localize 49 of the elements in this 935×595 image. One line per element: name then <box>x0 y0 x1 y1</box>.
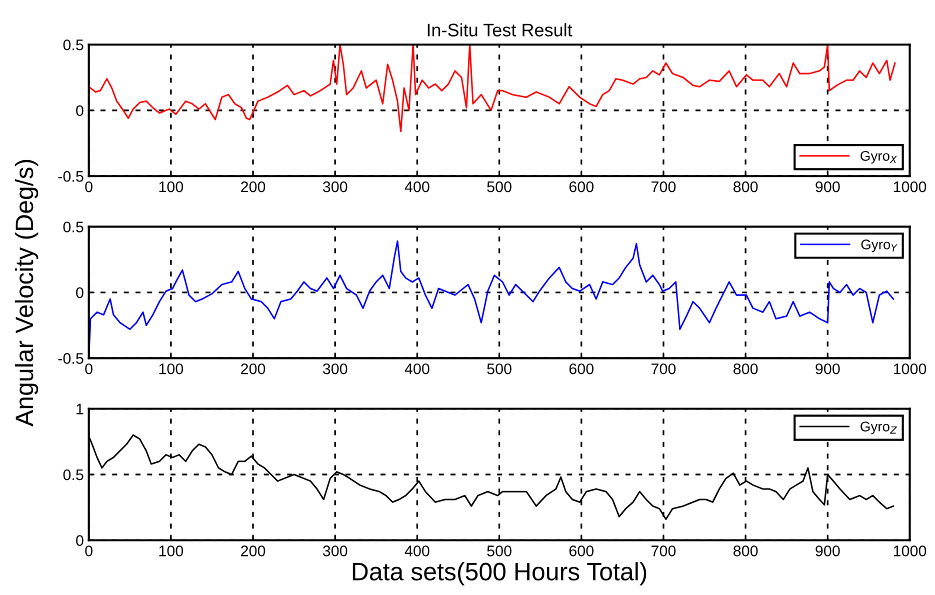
x-axis-title: Data sets(500 Hours Total) <box>352 562 646 586</box>
x-tick-label: 600 <box>569 181 594 192</box>
x-tick-label: 800 <box>733 181 758 192</box>
y-tick-label: 0.5 <box>63 469 84 480</box>
chart-title: In-Situ Test Result <box>428 23 572 36</box>
x-tick-label: 900 <box>816 363 840 374</box>
x-tick-label: 1000 <box>894 181 926 192</box>
legend-label: Gyro$_{Z}$ <box>860 422 897 434</box>
x-tick-label: 700 <box>652 181 676 192</box>
y-axis-title: Angular Velocity (Deg/s) <box>14 160 38 426</box>
x-tick-label: 700 <box>652 363 676 374</box>
y-tick-label: 1 <box>76 404 84 414</box>
x-tick-label: 200 <box>241 181 266 192</box>
x-tick-label: 200 <box>241 363 266 374</box>
x-tick-label: 0 <box>85 181 92 192</box>
x-tick-label: 1000 <box>894 363 926 374</box>
y-tick-label: 0.5 <box>63 39 84 50</box>
x-tick-label: 100 <box>159 363 184 374</box>
x-tick-label: 300 <box>322 363 348 374</box>
y-tick-label: 0 <box>76 287 84 298</box>
x-tick-label: 0 <box>85 546 92 556</box>
y-tick-label: 0.5 <box>63 222 84 232</box>
x-tick-label: 900 <box>816 181 840 192</box>
x-tick-label: 700 <box>652 546 676 556</box>
x-tick-label: 600 <box>569 546 594 556</box>
x-tick-label: 400 <box>404 363 430 374</box>
x-tick-label: 100 <box>159 181 184 192</box>
y-tick-label: -0.5 <box>58 170 84 182</box>
y-tick-label: 0 <box>76 105 84 116</box>
legend-label: Gyro$_{X}$ <box>860 150 897 164</box>
x-tick-label: 200 <box>241 546 266 556</box>
x-tick-label: 600 <box>569 363 594 374</box>
x-tick-label: 400 <box>404 546 430 556</box>
x-tick-label: 300 <box>322 546 348 556</box>
x-tick-label: 800 <box>733 546 758 556</box>
y-tick-label: 0 <box>76 535 84 546</box>
x-tick-label: 500 <box>487 546 512 556</box>
x-tick-label: 500 <box>487 363 512 374</box>
x-tick-label: 400 <box>404 181 430 192</box>
x-tick-label: 500 <box>487 181 512 192</box>
x-tick-label: 0 <box>85 363 92 374</box>
legend-label: Gyro$_{Y}$ <box>861 240 898 252</box>
x-tick-label: 1000 <box>894 546 926 556</box>
x-tick-label: 300 <box>322 181 348 192</box>
x-tick-label: 100 <box>159 546 184 556</box>
y-tick-label: -0.5 <box>58 353 84 364</box>
line-series <box>90 44 896 132</box>
x-tick-label: 900 <box>816 546 840 556</box>
x-tick-label: 800 <box>733 363 758 374</box>
